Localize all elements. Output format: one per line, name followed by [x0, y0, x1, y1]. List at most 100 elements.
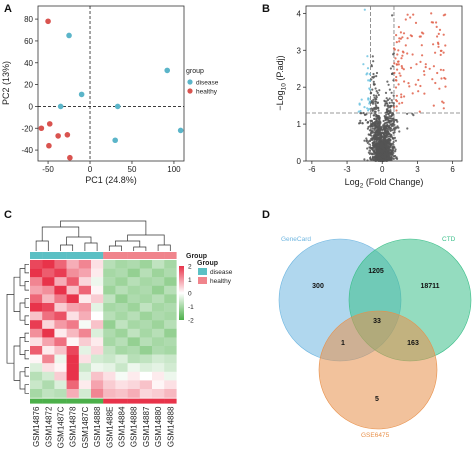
volcano-gene-point: [394, 127, 397, 130]
volcano-gene-point: [403, 95, 406, 98]
volcano-gene-point: [387, 83, 390, 86]
pca-y-tick-label: -20: [21, 124, 33, 133]
heatmap-cell: [127, 389, 140, 398]
dendro-branch: [35, 240, 49, 251]
volcano-gene-point: [400, 96, 403, 99]
heatmap-cell: [66, 311, 79, 321]
heatmap-cell: [30, 260, 43, 269]
heatmap-cell: [42, 389, 55, 398]
heatmap-cell: [91, 389, 104, 398]
volcano-gene-point: [375, 159, 378, 162]
heatmap-cell: [115, 277, 128, 286]
volcano-gene-point: [399, 31, 402, 34]
heatmap-cell: [127, 260, 140, 269]
heatmap-cell: [91, 260, 104, 269]
volcano-gene-point: [401, 54, 404, 57]
volcano-gene-point: [376, 101, 379, 104]
heatmap-cell: [30, 371, 43, 381]
volcano-gene-point: [372, 114, 376, 117]
heatmap-cell: [78, 320, 92, 329]
volcano-gene-point: [395, 34, 398, 37]
heatmap-cell: [152, 303, 165, 312]
heatmap-cell: [152, 268, 165, 278]
heatmap-cell: [30, 380, 43, 390]
volcano-gene-point: [387, 140, 390, 144]
volcano-gene-point: [368, 107, 371, 111]
heatmap-cell: [139, 260, 153, 269]
volcano-gene-point: [390, 120, 393, 123]
heatmap-cell: [103, 268, 116, 278]
volcano-gene-point: [411, 92, 414, 95]
row-dendro-branch: [19, 337, 25, 355]
volcano-gene-point: [389, 159, 392, 162]
heatmap-cell: [115, 371, 128, 381]
volcano-gene-point: [359, 121, 362, 124]
heatmap-scale-ticks: 2 1 0 -1 -2: [188, 264, 194, 325]
venn-count-genecard-only: 300: [312, 283, 324, 290]
heatmap-column-label: GSM14888: [130, 406, 139, 447]
volcano-gene-point: [383, 148, 386, 151]
volcano-gene-point: [384, 91, 388, 94]
volcano-gene-point: [376, 124, 380, 127]
heatmap-cell: [127, 294, 140, 304]
volcano-gene-point: [378, 89, 381, 92]
volcano-gene-point: [370, 64, 373, 67]
volcano-gene-point: [387, 154, 390, 158]
venn-count-ctd-gse: 163: [407, 340, 419, 347]
volcano-gene-point: [377, 131, 380, 134]
pca-point-healthy-5: [46, 142, 52, 149]
heatmap-cell: [91, 371, 104, 381]
volcano-gene-point: [372, 101, 375, 104]
volcano-gene-point: [381, 151, 384, 154]
volcano-gene-point: [402, 32, 406, 35]
volcano-gene-point: [367, 79, 370, 82]
pca-point-healthy-3: [55, 133, 61, 139]
volcano-gene-point: [398, 37, 401, 40]
volcano-gene-point: [368, 73, 371, 76]
row-dendro-branch: [24, 298, 29, 308]
dendro-branch: [41, 226, 80, 241]
volcano-gene-point: [374, 87, 377, 90]
heatmap-group-annotation-bar: [30, 252, 177, 259]
volcano-gene-point: [397, 49, 400, 52]
volcano-gene-point: [432, 104, 435, 107]
heatmap-group-cell-healthy: [164, 252, 177, 259]
pca-plot-frame: [37, 5, 185, 162]
volcano-gene-point: [377, 107, 380, 110]
heatmap-cell: [115, 320, 128, 329]
volcano-gene-point: [395, 105, 398, 108]
heatmap-cell: [78, 354, 92, 364]
volcano-gene-point: [374, 132, 377, 135]
volcano-gene-point: [372, 94, 375, 97]
heatmap-column-label: GSM14888: [93, 406, 102, 447]
heatmap-legend-disease-label: disease: [210, 269, 233, 276]
volcano-gene-point: [392, 157, 395, 160]
heatmap-cell: [54, 294, 67, 304]
row-dendro-branch: [24, 332, 29, 343]
heatmap-group-cell-healthy: [103, 252, 116, 259]
volcano-gene-point: [388, 115, 391, 118]
volcano-gene-point: [372, 98, 375, 101]
volcano-gene-point: [388, 142, 391, 145]
heatmap-scale-tick-label: -2: [188, 318, 194, 325]
heatmap-cell: [30, 320, 43, 329]
volcano-gene-point: [406, 112, 409, 115]
volcano-gene-point: [369, 158, 372, 161]
pca-legend-disease-label: disease: [196, 80, 219, 87]
volcano-gene-point: [369, 119, 372, 122]
volcano-gene-point: [375, 115, 378, 118]
heatmap-cell: [91, 363, 104, 372]
heatmap-cell: [66, 294, 79, 304]
volcano-gene-point: [363, 113, 366, 116]
heatmap-cell: [164, 268, 177, 278]
heatmap-cell: [152, 363, 165, 372]
volcano-gene-point: [442, 69, 445, 72]
heatmap-cell: [152, 337, 165, 347]
heatmap-cell: [66, 346, 79, 355]
volcano-y-ticks: 0 1 2 3 4: [297, 9, 306, 166]
heatmap-cell: [164, 346, 177, 355]
pca-points: [38, 18, 184, 161]
volcano-gene-point: [366, 107, 369, 110]
volcano-gene-point: [373, 144, 376, 147]
heatmap-cell: [164, 260, 177, 269]
